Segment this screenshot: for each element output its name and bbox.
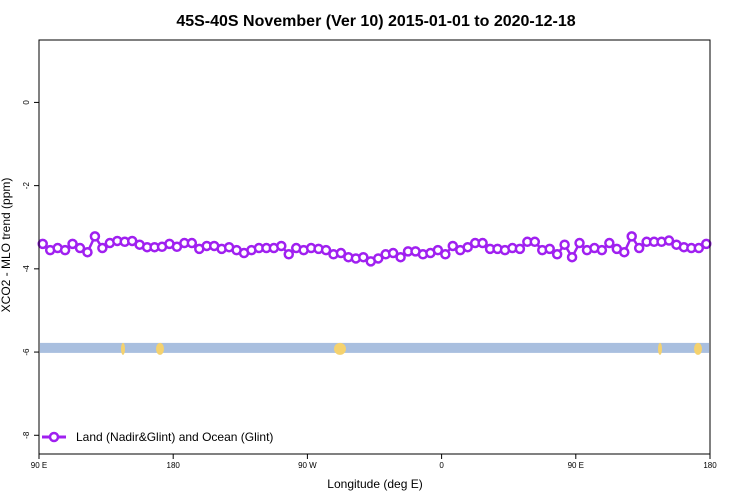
x-tick-label: 180	[703, 461, 717, 470]
data-point	[186, 237, 198, 249]
x-tick-label: 0	[439, 461, 444, 470]
data-point	[372, 253, 384, 264]
land-patch	[334, 342, 346, 355]
data-point	[596, 244, 608, 256]
data-point	[551, 249, 563, 260]
land-patch	[658, 342, 662, 355]
data-point	[59, 244, 71, 256]
data-point	[693, 242, 705, 254]
data-point	[633, 242, 645, 254]
data-point	[440, 249, 451, 260]
x-tick-label: 90 W	[298, 461, 317, 470]
plot-frame	[38, 39, 711, 455]
data-point	[283, 249, 295, 260]
data-point	[74, 242, 86, 254]
y-tick-label: -2	[22, 182, 31, 190]
legend-swatch-marker	[48, 431, 60, 443]
data-point	[89, 231, 101, 242]
data-point	[276, 240, 287, 252]
data-point	[559, 239, 570, 250]
legend-label: Land (Nadir&Glint) and Ocean (Glint)	[76, 430, 273, 444]
data-point	[320, 244, 332, 256]
data-point	[82, 246, 93, 258]
data-point	[604, 237, 615, 249]
land-patch	[121, 342, 125, 355]
y-tick-label: -8	[22, 431, 31, 439]
data-point	[358, 251, 369, 263]
land-patch	[694, 342, 702, 355]
data-point	[462, 241, 473, 253]
y-tick-label: 0	[22, 100, 31, 105]
surface-strip	[40, 342, 709, 355]
y-axis-label: XCO2 - MLO trend (ppm)	[0, 178, 13, 313]
ocean-band	[40, 342, 709, 353]
data-point	[701, 238, 712, 250]
x-tick-label: 90 E	[568, 461, 584, 470]
data-point	[37, 238, 48, 250]
data-point	[67, 238, 78, 250]
land-patch	[156, 342, 164, 355]
data-point	[566, 251, 578, 263]
data-point	[97, 242, 108, 254]
x-axis-label: Longitude (deg E)	[327, 477, 422, 491]
data-point	[514, 243, 526, 255]
x-tick-label: 180	[167, 461, 181, 470]
data-point	[477, 237, 488, 249]
y-axis-ticks: 0 -2 -4 -6 -8	[22, 100, 39, 439]
y-tick-label: -6	[22, 348, 31, 356]
x-axis-ticks: 90 E 180 90 W 0 90 E 180	[31, 454, 717, 470]
data-point	[574, 237, 585, 249]
legend: Land (Nadir&Glint) and Ocean (Glint)	[42, 430, 273, 444]
data-point	[626, 231, 637, 242]
data-point	[432, 244, 444, 256]
y-tick-label: -4	[22, 265, 31, 273]
data-point	[529, 236, 541, 248]
series-group	[37, 231, 712, 267]
x-tick-label: 90 E	[31, 461, 47, 470]
data-point	[619, 246, 630, 258]
chart-title: 45S-40S November (Ver 10) 2015-01-01 to …	[176, 13, 575, 30]
data-point	[335, 247, 347, 259]
data-point	[447, 240, 459, 252]
data-point	[663, 235, 675, 246]
data-point	[395, 251, 406, 263]
data-point	[544, 243, 555, 255]
data-point	[387, 247, 399, 259]
